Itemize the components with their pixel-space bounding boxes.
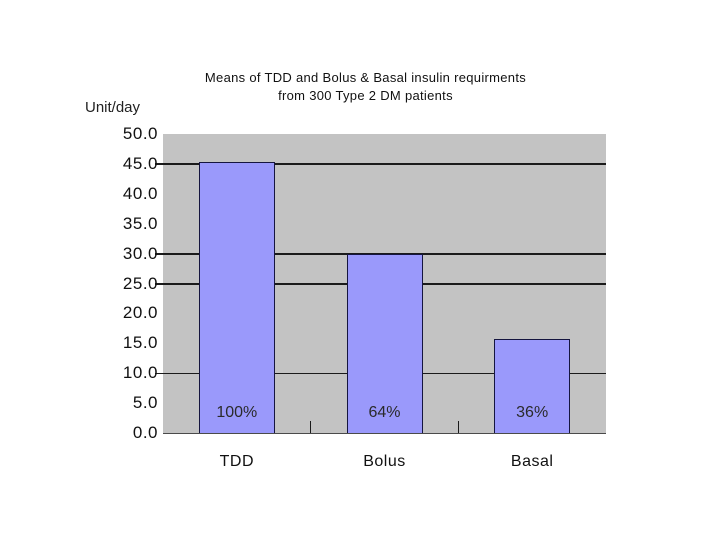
- y-axis-tick-label: 45.0: [122, 153, 158, 173]
- y-axis-tick-label: 20.0: [122, 303, 158, 323]
- y-axis-tick-label: 40.0: [122, 183, 158, 203]
- y-axis-tick-label: 10.0: [122, 363, 158, 383]
- y-axis-tick-label: 15.0: [122, 333, 158, 353]
- category-boundary-tick: [457, 421, 460, 433]
- y-axis-tick-label: 30.0: [122, 243, 158, 263]
- y-axis-tick-label: 50.0: [122, 124, 158, 143]
- bar-percentage-label: 64%: [368, 404, 401, 421]
- y-axis-unit-label: Unit/day: [85, 99, 141, 116]
- y-axis-tick-label: 35.0: [122, 213, 158, 233]
- y-axis-tick-label: 0.0: [132, 423, 158, 442]
- gridline: [155, 163, 606, 165]
- chart-title-line2: from 300 Type 2 DM patients: [278, 88, 453, 103]
- x-axis-category-label: TDD: [219, 453, 255, 470]
- category-boundary-tick: [309, 421, 312, 433]
- bar-percentage-label: 100%: [216, 404, 258, 421]
- x-axis-category-label: Bolus: [363, 453, 406, 470]
- chart-title-line1: Means of TDD and Bolus & Basal insulin r…: [204, 70, 527, 85]
- bar: [494, 338, 571, 433]
- bar: [198, 162, 275, 433]
- chart-title: Means of TDD and Bolus & Basal insulin r…: [83, 69, 648, 105]
- bar: [346, 253, 423, 433]
- y-axis-tick-label: 25.0: [122, 273, 158, 293]
- y-axis-tick-label: 5.0: [132, 393, 158, 413]
- x-axis-category-label: Basal: [510, 453, 554, 470]
- bar-percentage-label: 36%: [516, 404, 549, 421]
